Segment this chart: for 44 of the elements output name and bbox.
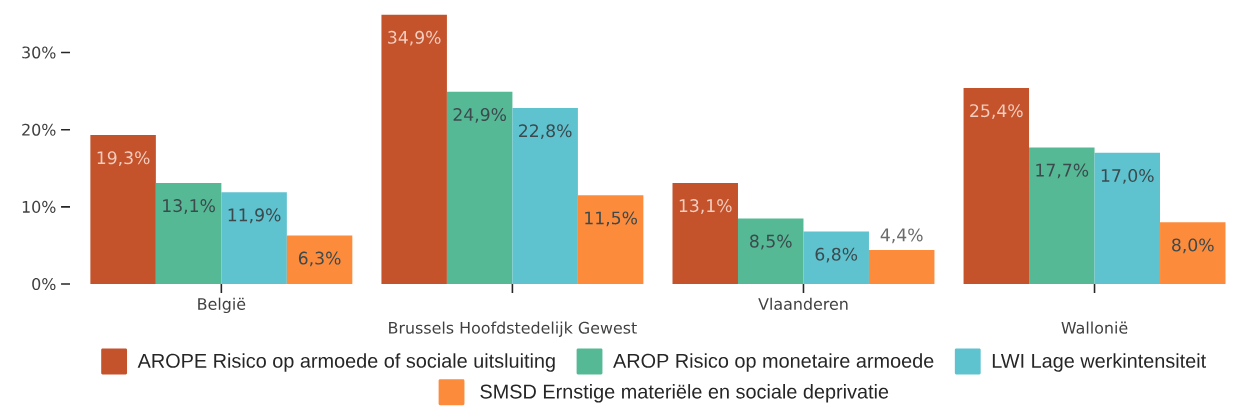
bar [1029,147,1095,284]
data-label: 11,5% [585,211,638,227]
data-label: 8,0% [1172,238,1214,254]
data-label: 34,9% [388,30,441,46]
data-label: 22,8% [519,124,572,139]
data-label: 13,1% [163,199,215,214]
legend-label: AROPE Risico op armoede of sociale uitsluiting [137,353,555,372]
bar [1160,222,1226,284]
data-label: 19,3% [97,151,150,166]
y-tick-label: 0% [32,277,56,290]
bar [155,182,222,284]
data-label: 17,0% [1101,168,1154,184]
data-label: 13,1% [679,199,732,214]
bar [512,107,578,284]
y-tick-label: 30% [22,46,56,59]
y-tick-label: 10% [22,200,56,213]
bar [672,182,738,284]
data-label: 6,3% [298,251,341,267]
data-label: 8,5% [750,234,792,250]
bar [577,195,644,284]
bar [90,135,156,284]
legend-label: LWI Lage werkintensiteit [992,353,1207,372]
data-label: 11,9% [228,208,281,224]
legend-label: SMSD Ernstige materiële en sociale deprivatie [480,383,889,403]
bar [286,235,353,284]
bar [963,87,1030,284]
bar [868,250,935,284]
bar [381,14,447,284]
data-label: 25,4% [970,104,1023,119]
bar [803,231,869,284]
x-tick-label: Brussels Hoofdstedelijk Gewest [389,321,637,337]
data-label: 6,8% [815,247,858,263]
data-label: 17,7% [1036,163,1089,179]
y-tick-label: 20% [22,123,56,136]
bar [737,218,804,284]
bar [446,91,513,284]
x-tick-label: Wallonië [1061,321,1128,334]
legend-label: AROP Risico op monetaire armoede [613,353,934,372]
data-label: 24,9% [453,107,507,123]
x-tick-label: België [198,297,246,313]
bar [221,192,287,284]
x-tick-label: Vlaanderen [758,297,848,310]
bar [1094,152,1161,284]
data-label: 4,4% [880,228,923,244]
